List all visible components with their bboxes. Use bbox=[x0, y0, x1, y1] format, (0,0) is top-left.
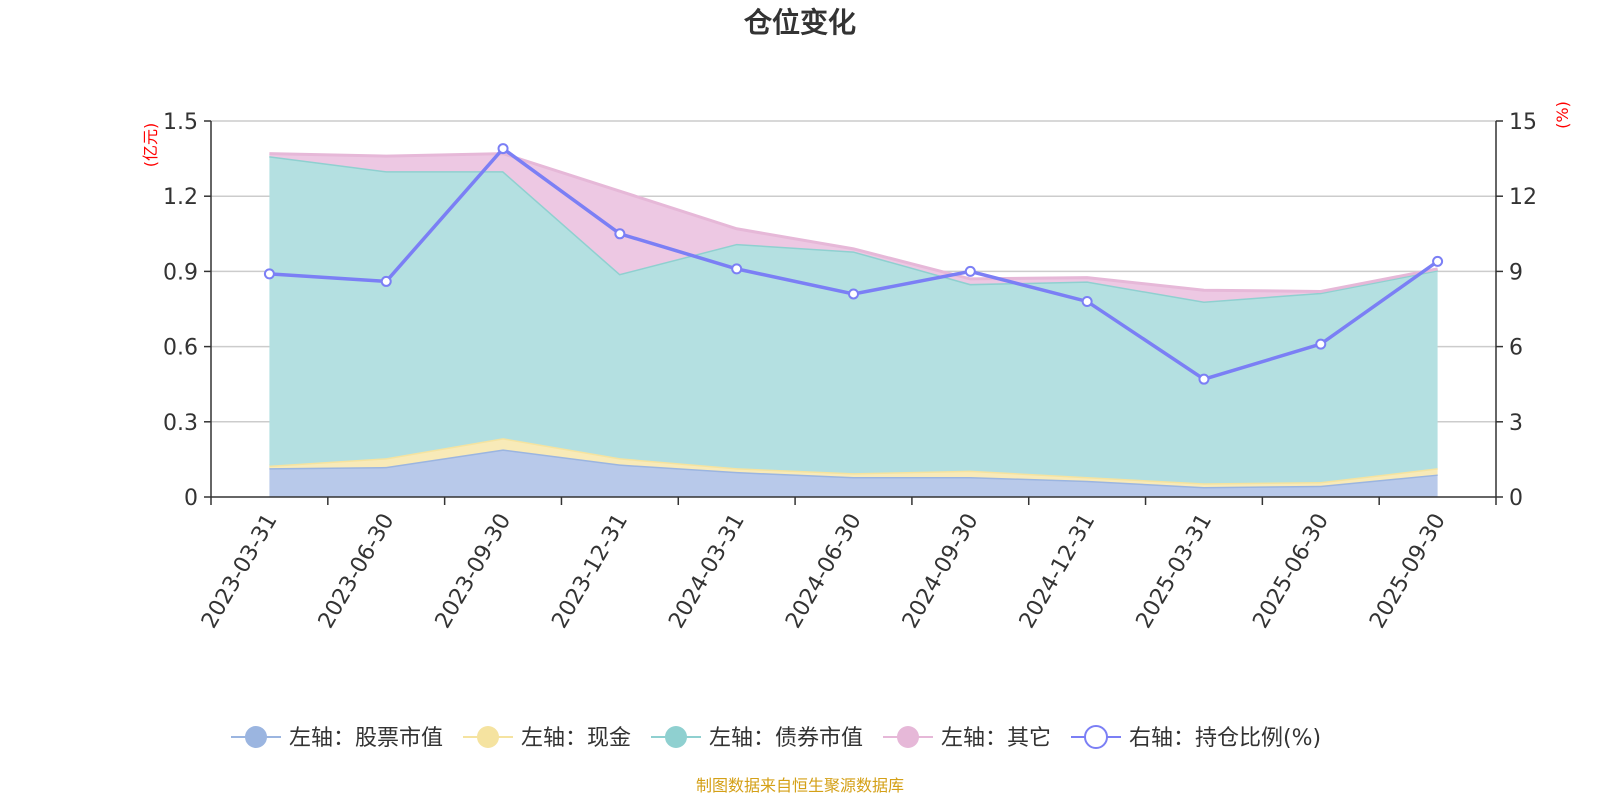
legend-item: 左轴：股票市值 bbox=[231, 726, 443, 751]
x-axis-tick-label: 2024-12-31 bbox=[1015, 510, 1101, 633]
ratio-point bbox=[263, 268, 275, 280]
ratio-point bbox=[731, 263, 743, 275]
ratio-point bbox=[964, 265, 976, 277]
legend-marker bbox=[897, 726, 919, 748]
ratio-point bbox=[1315, 338, 1327, 350]
legend-marker bbox=[665, 726, 687, 748]
x-axis-tick-label: 2023-03-31 bbox=[197, 510, 283, 633]
ratio-point bbox=[848, 288, 859, 300]
right-axis-tick-label: 0 bbox=[1509, 486, 1523, 511]
legend-label: 右轴：持仓比例(%) bbox=[1129, 726, 1321, 751]
left-axis-tick-label: 0.6 bbox=[163, 336, 198, 361]
ratio-point bbox=[614, 228, 626, 240]
x-axis-tick-label: 2024-06-30 bbox=[781, 510, 867, 633]
left-axis-tick-label: 0 bbox=[184, 486, 198, 511]
legend-label: 左轴：债券市值 bbox=[709, 726, 863, 751]
left-axis-tick-label: 1.5 bbox=[163, 110, 198, 135]
chart-title: 仓位变化 bbox=[744, 6, 856, 39]
ratio-point bbox=[1198, 373, 1210, 385]
left-axis-tick-label: 0.3 bbox=[163, 411, 198, 436]
legend-marker bbox=[1084, 725, 1108, 749]
right-axis-tick-label: 15 bbox=[1509, 110, 1537, 135]
legend-item: 左轴：现金 bbox=[463, 726, 631, 751]
legend-item: 右轴：持仓比例(%) bbox=[1071, 725, 1321, 751]
legend: 左轴：股票市值 左轴：现金 左轴：债券市值 左轴：其它 右轴：持仓比例(%) bbox=[231, 725, 1321, 751]
ratio-point bbox=[497, 143, 509, 155]
x-axis-tick-label: 2024-09-30 bbox=[898, 510, 984, 633]
ratio-point bbox=[1081, 295, 1093, 307]
left-axis-unit: (亿元) bbox=[141, 123, 160, 168]
x-axis-tick-label: 2025-06-30 bbox=[1248, 510, 1334, 633]
ratio-point bbox=[1432, 255, 1444, 267]
legend-label: 左轴：股票市值 bbox=[289, 726, 443, 751]
ratio-line-series bbox=[263, 143, 1444, 385]
x-axis-tick-label: 2023-09-30 bbox=[431, 510, 517, 633]
x-axis-tick-label: 2023-12-31 bbox=[547, 510, 633, 633]
legend-label: 左轴：其它 bbox=[941, 726, 1051, 751]
legend-marker bbox=[245, 726, 267, 748]
x-axis-tick-label: 2025-03-31 bbox=[1132, 510, 1218, 633]
left-axis-tick-label: 1.2 bbox=[163, 185, 198, 210]
right-axis-tick-label: 6 bbox=[1509, 336, 1523, 361]
source-note: 制图数据来自恒生聚源数据库 bbox=[696, 776, 904, 795]
right-axis-tick-label: 9 bbox=[1509, 260, 1523, 285]
stacked-areas bbox=[269, 152, 1438, 497]
area-左轴：现金 bbox=[269, 438, 1438, 487]
ratio-point bbox=[380, 275, 392, 287]
x-axis-tick-label: 2025-09-30 bbox=[1365, 510, 1451, 633]
area-edge-左轴：其它 bbox=[269, 152, 1438, 293]
legend-label: 左轴：现金 bbox=[521, 726, 631, 751]
right-axis-tick-label: 12 bbox=[1509, 185, 1537, 210]
legend-item: 左轴：债券市值 bbox=[651, 726, 863, 751]
x-axis-tick-label: 2024-03-31 bbox=[664, 510, 750, 633]
left-axis-tick-label: 0.9 bbox=[163, 260, 198, 285]
right-axis-tick-label: 3 bbox=[1509, 411, 1523, 436]
x-axis-tick-label: 2023-06-30 bbox=[314, 510, 400, 633]
legend-item: 左轴：其它 bbox=[883, 726, 1051, 751]
area-左轴：债券市值 bbox=[269, 156, 1438, 484]
right-axis-unit: (%) bbox=[1553, 101, 1572, 129]
legend-marker bbox=[477, 726, 499, 748]
